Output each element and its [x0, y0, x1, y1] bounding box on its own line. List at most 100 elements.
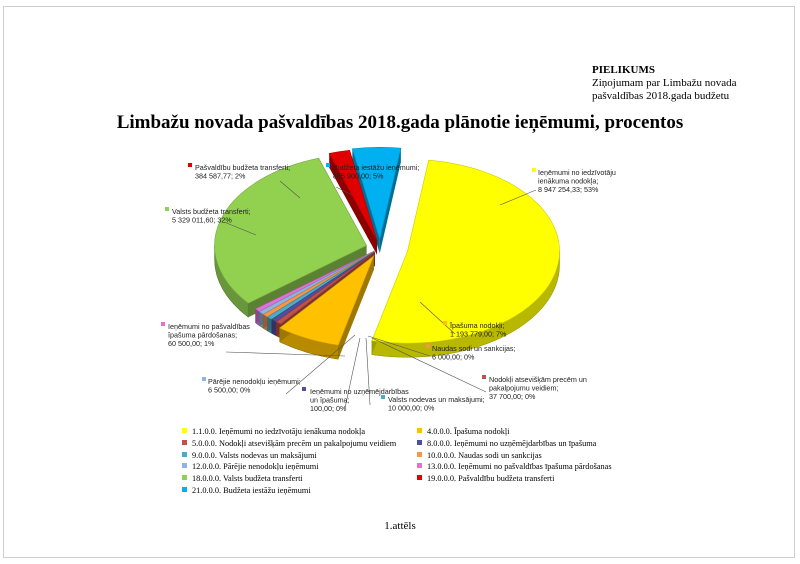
- legend-item: 8.0.0.0. Ieņēmumi no uzņēmējdarbības un …: [417, 439, 596, 448]
- label-marker: [381, 395, 385, 399]
- slice-data-label: 60 500,00; 1%: [168, 339, 215, 348]
- slice-top: [351, 147, 402, 241]
- pie-slice-1: [279, 254, 375, 360]
- slice-data-label: 885 900,00; 5%: [333, 172, 384, 181]
- legend-label: 4.0.0.0. Īpašuma nodokļi: [427, 427, 510, 436]
- legend-label: 9.0.0.0. Valsts nodevas un maksājumi: [192, 450, 317, 460]
- legend-swatch: [417, 463, 422, 469]
- legend-item: 12.0.0.0. Pārējie nenodokļu ieņēmumi: [182, 462, 319, 471]
- leader-line: [285, 334, 356, 395]
- leader-line: [279, 180, 301, 199]
- slice-data-label: Valsts nodevas un maksājumi;: [388, 395, 485, 404]
- slice-data-label: 5 329 011,60; 32%: [172, 216, 232, 225]
- legend-label: 12.0.0.0. Pārējie nenodokļu ieņēmumi: [192, 462, 319, 472]
- slice-cut-face: [338, 255, 374, 360]
- slice-top: [328, 149, 378, 241]
- legend-item: 13.0.0.0. Ieņēmumi no pašvaldības īpašum…: [417, 462, 612, 471]
- label-marker: [302, 387, 306, 391]
- pie-slice-9: [328, 149, 378, 255]
- slice-data-label: Pašvaldību budžeta transferti;: [195, 163, 290, 172]
- leader-line: [499, 189, 537, 206]
- legend-swatch: [417, 428, 422, 433]
- slice-data-label: Naudas sodi un sankcijas;: [432, 344, 516, 353]
- slice-data-label: 100,00; 0%: [310, 404, 347, 413]
- slice-data-label: 6 000,00; 0%: [432, 353, 475, 362]
- pie-slice-0: [371, 159, 560, 358]
- slice-top: [214, 157, 367, 304]
- page-frame: [3, 6, 795, 558]
- legend-label: 8.0.0.0. Ieņēmumi no uzņēmējdarbības un …: [427, 438, 597, 448]
- legend-item: 21.0.0.0. Budžeta iestāžu ieņēmumi: [182, 486, 311, 495]
- leader-line: [223, 221, 257, 236]
- slice-data-label: Nodokļi atsevišķām precēm un: [489, 375, 587, 384]
- legend-item: 4.0.0.0. Īpašuma nodokļi: [417, 427, 510, 436]
- appendix-line-2: pašvaldības 2018.gada budžetu: [592, 90, 730, 102]
- legend-swatch: [182, 475, 187, 481]
- slice-data-label: 6 500,00; 0%: [208, 386, 251, 395]
- slice-data-label: Īpašuma nodokļi;: [450, 321, 504, 330]
- legend-swatch: [182, 428, 187, 433]
- legend-item: 10.0.0.0. Naudas sodi un sankcijas: [417, 451, 542, 460]
- slice-data-label: Ieņēmumi no iedzīvotāju: [538, 168, 616, 177]
- legend-swatch: [182, 463, 187, 469]
- legend-label: 10.0.0.0. Naudas sodi un sankcijas: [427, 450, 542, 460]
- slice-top: [371, 159, 560, 344]
- label-marker: [443, 321, 447, 325]
- leader-line: [367, 335, 431, 357]
- label-marker: [326, 163, 330, 167]
- chart-title: Limbažu novada pašvaldības 2018.gada plā…: [116, 112, 684, 133]
- legend-label: 18.0.0.0. Valsts budžeta transferti: [192, 474, 303, 484]
- label-marker: [482, 375, 486, 379]
- legend-swatch: [182, 451, 187, 457]
- slice-data-label: Ieņēmumi no uzņēmējdarbības: [310, 387, 409, 396]
- slice-data-label: ienākuma nodokļa;: [538, 177, 598, 186]
- legend-item: 1.1.0.0. Ieņēmumi no iedzīvotāju ienākum…: [182, 427, 365, 436]
- legend-label: 21.0.0.0. Budžeta iestāžu ieņēmumi: [192, 486, 311, 495]
- slice-data-label: pakalpojumu veidiem;: [489, 384, 559, 393]
- slice-data-label: Ieņēmumi no pašvaldības: [168, 322, 250, 331]
- slice-data-label: Valsts budžeta transferti;: [172, 207, 251, 216]
- leader-line: [419, 301, 456, 335]
- slice-data-label: Pārējie nenodokļu ieņēmumi;: [208, 377, 301, 386]
- label-marker: [161, 322, 165, 326]
- slice-cut-face: [379, 148, 401, 254]
- legend-label: 5.0.0.0. Nodokļi atsevišķām precēm un pa…: [192, 438, 397, 448]
- leader-line: [344, 337, 361, 409]
- label-marker: [188, 163, 192, 167]
- legend-swatch: [182, 439, 187, 445]
- legend-label: 13.0.0.0. Ieņēmumi no pašvaldības īpašum…: [427, 462, 612, 472]
- figure-caption: 1.attēls: [384, 520, 416, 532]
- legend-swatch: [182, 487, 187, 492]
- legend-swatch: [417, 451, 422, 457]
- legend-item: 5.0.0.0. Nodokļi atsevišķām precēm un pa…: [182, 439, 396, 448]
- slice-top: [279, 254, 375, 346]
- legend-swatch: [417, 439, 422, 445]
- appendix-line-1: Ziņojumam par Limbažu novada: [592, 77, 737, 89]
- slice-data-label: 1 193 779,00; 7%: [450, 330, 507, 339]
- label-marker: [426, 344, 430, 348]
- leader-line: [371, 337, 487, 393]
- label-marker: [202, 377, 206, 381]
- slice-data-label: 10 000,00; 0%: [388, 404, 435, 413]
- slice-top: [275, 251, 376, 325]
- slice-data-label: 8 947 254,33; 53%: [538, 185, 599, 194]
- leader-line: [365, 337, 371, 406]
- slice-data-label: 37 700,00; 0%: [489, 392, 536, 401]
- legend-swatch: [417, 475, 422, 481]
- slice-data-label: Budžeta iestāžu ieņēmumi;: [333, 163, 419, 172]
- legend-item: 9.0.0.0. Valsts nodevas un maksājumi: [182, 451, 317, 460]
- appendix-note: PIELIKUMS Ziņojumam par Limbažu novada p…: [592, 64, 736, 103]
- label-marker: [532, 168, 536, 172]
- slice-data-label: 384 587,77; 2%: [195, 172, 246, 181]
- slice-data-label: un īpašuma;: [310, 396, 350, 405]
- slice-data-label: īpašuma pārdošanas;: [168, 331, 237, 340]
- appendix-heading: PIELIKUMS: [592, 64, 655, 76]
- leader-line: [335, 186, 353, 196]
- slice-cut-face: [329, 153, 378, 255]
- leader-line: [225, 351, 346, 357]
- legend-label: 1.1.0.0. Ieņēmumi no iedzīvotāju ienākum…: [192, 427, 366, 436]
- label-marker: [165, 207, 169, 211]
- legend-label: 19.0.0.0. Pašvaldību budžeta transferti: [427, 474, 555, 484]
